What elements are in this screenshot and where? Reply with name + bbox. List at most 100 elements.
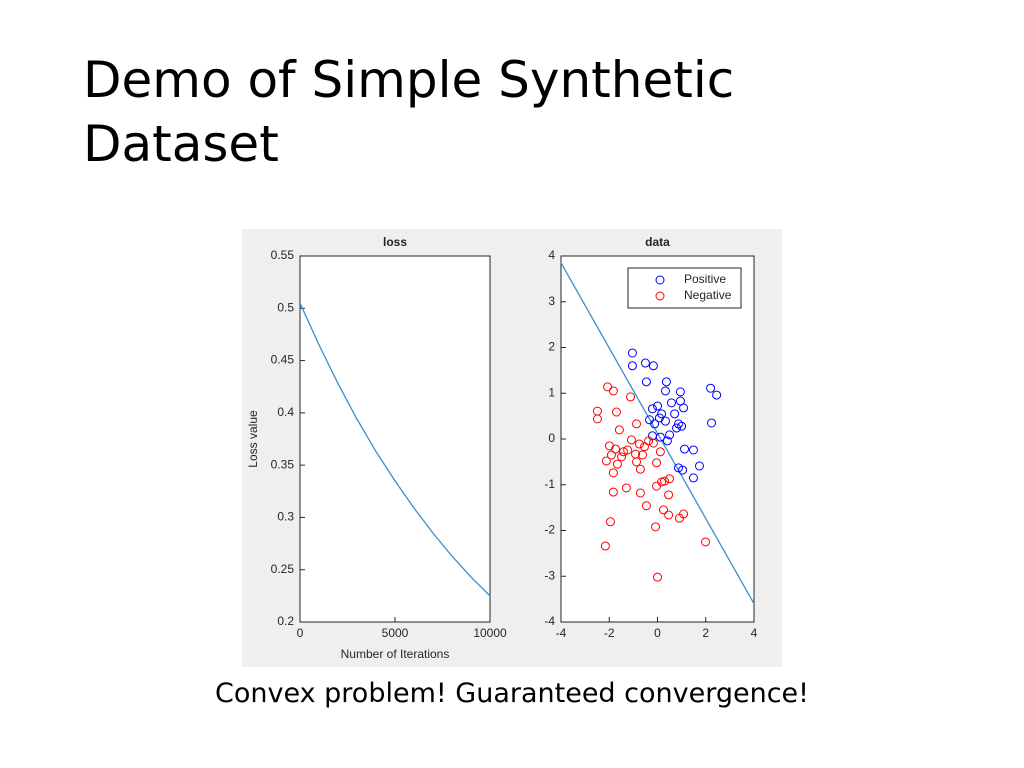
data-point [641,501,651,511]
data-point [601,456,611,466]
data-point [651,522,661,532]
x-tick-label: 0 [297,626,304,640]
data-point [614,425,624,435]
data-point [659,476,669,486]
data-point [665,430,675,440]
data-point [600,541,610,551]
y-tick-label: 2 [548,340,555,354]
y-tick-label: -2 [544,523,555,537]
data-point [605,517,615,527]
data-point [706,383,716,393]
data-point [650,419,660,429]
y-tick-label: 0.4 [277,405,294,419]
data-point [617,452,627,462]
decision-boundary [560,262,755,605]
data-point [688,473,698,483]
x-tick-label: -2 [604,626,615,640]
y-tick-label: 4 [548,248,555,262]
data-point [677,421,687,431]
data-point [666,398,676,408]
data-point [612,459,622,469]
data-point [640,358,650,368]
data-point [660,416,670,426]
legend-marker [655,275,665,285]
data-point [638,450,648,460]
x-axis-label: Number of Iterations [341,647,450,661]
data-point [707,418,717,428]
loss-curve [299,302,491,597]
data-point [653,401,662,411]
y-tick-label: 0.25 [271,562,295,576]
legend-marker [655,291,665,301]
y-tick-label: -4 [544,614,555,628]
legend [627,267,742,309]
data-point [632,419,642,429]
data-point [626,435,636,445]
data-point [627,348,637,358]
x-tick-label: -4 [556,626,567,640]
x-tick-label: 0 [654,626,661,640]
y-tick-label: -1 [544,477,555,491]
data-point [680,444,690,454]
data-point [652,458,662,468]
x-tick-label: 5000 [382,626,409,640]
data-point [657,409,667,419]
legend-label: Negative [684,288,732,302]
y-tick-label: 0.45 [271,353,295,367]
data-point [660,386,670,396]
y-tick-label: 3 [548,294,555,308]
chart-title: loss [383,235,407,249]
data-point [655,447,665,457]
data-point [701,537,711,547]
data-point [664,510,674,520]
data-point [653,572,662,582]
caption: Convex problem! Guaranteed convergence! [215,678,809,709]
axes-background [560,255,755,623]
data-point [672,423,682,433]
data-point [635,464,645,474]
data-point [712,390,722,400]
data-point [634,439,644,449]
data-point [621,483,631,493]
data-point [635,488,645,498]
data-point [648,361,658,371]
data-point [608,468,618,478]
x-tick-label: 4 [751,626,758,640]
data-point [618,447,628,457]
y-tick-label: -3 [544,568,555,582]
slide-title: Demo of Simple Synthetic Dataset [83,51,735,173]
x-tick-label: 2 [702,626,709,640]
data-point [625,392,635,402]
data-point [639,442,649,452]
data-point [661,377,671,387]
y-tick-label: 0.3 [277,510,294,524]
data-point [608,487,618,497]
data-point [641,377,651,387]
data-point [606,450,616,460]
data-point [627,361,637,371]
data-point [644,436,654,446]
chart-title: data [645,235,670,249]
data-point [679,403,689,413]
data-point [664,490,674,500]
y-axis-label: Loss value [246,410,260,468]
data-point [592,406,602,416]
data-point [665,474,675,484]
y-tick-label: 0.5 [277,300,294,314]
data-point [632,457,642,467]
y-tick-label: 0.55 [271,248,295,262]
y-tick-label: 1 [548,385,555,399]
data-point [670,409,680,419]
legend-label: Positive [684,272,726,286]
data-point [608,386,618,396]
x-tick-label: 10000 [473,626,507,640]
data-point [675,387,685,397]
data-point [678,465,688,475]
data-point [674,513,684,523]
data-point [611,407,621,417]
y-tick-label: 0.2 [277,614,294,628]
data-point [623,445,633,455]
y-tick-label: 0 [548,431,555,445]
